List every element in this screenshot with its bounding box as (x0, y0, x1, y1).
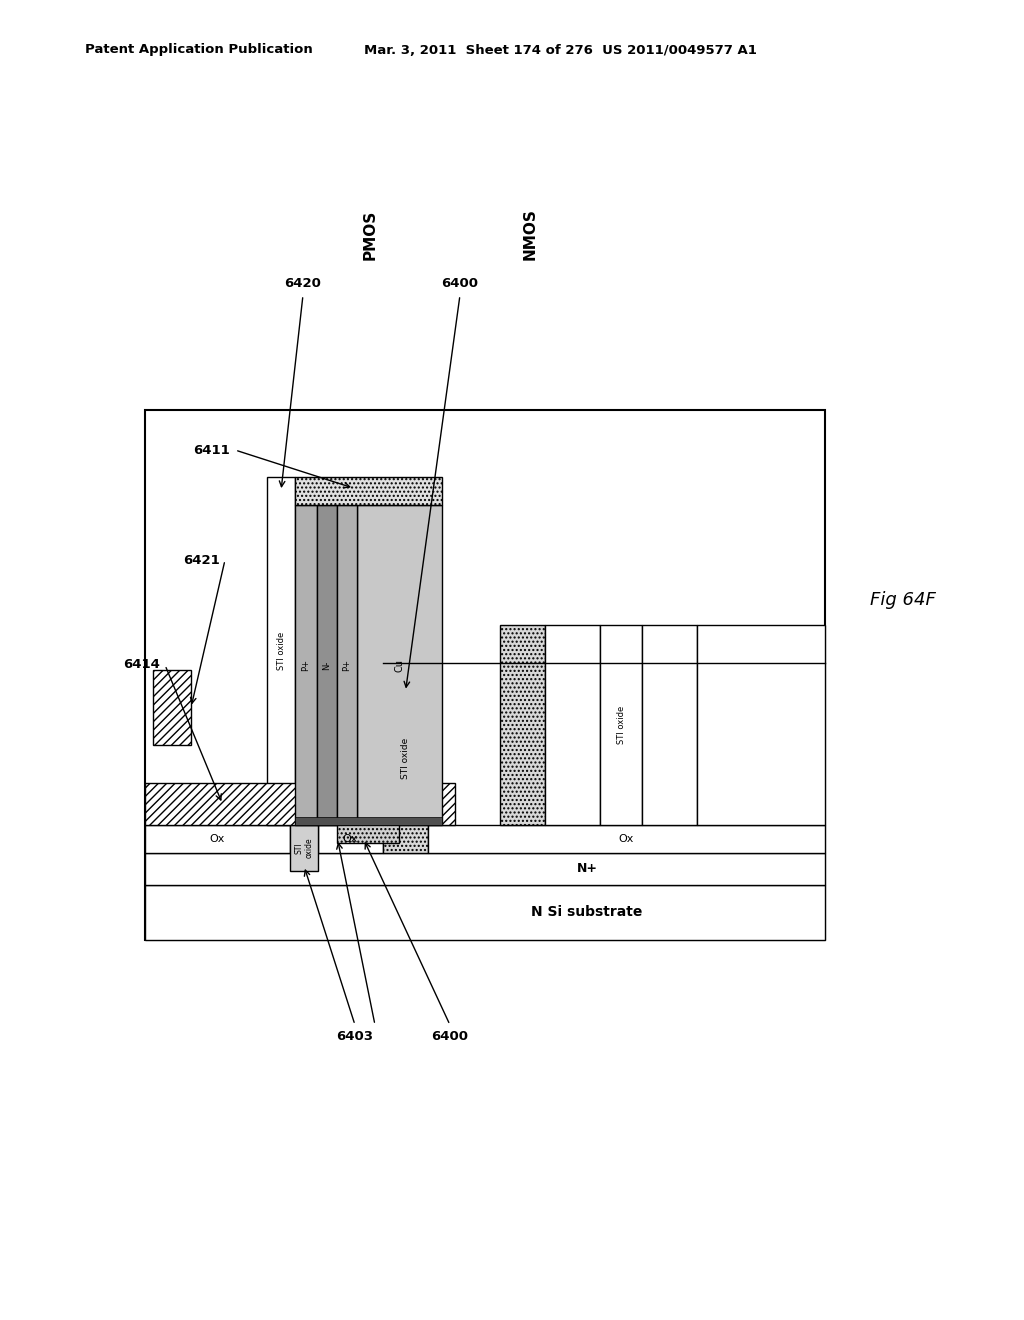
Text: 6421: 6421 (183, 553, 220, 566)
Bar (145, 884, 825, 940)
Text: 6400: 6400 (441, 277, 478, 290)
Bar (145, 825, 290, 853)
Text: 6411: 6411 (194, 444, 230, 457)
Text: STI
oxide: STI oxide (294, 838, 313, 858)
Text: N Si substrate: N Si substrate (531, 906, 643, 920)
Bar (145, 783, 455, 825)
Bar (295, 477, 442, 506)
Bar (317, 506, 337, 825)
Text: STI oxide: STI oxide (616, 706, 626, 744)
Bar (428, 825, 825, 853)
Text: STI oxide: STI oxide (401, 738, 410, 779)
Bar (600, 624, 642, 825)
Bar (290, 825, 318, 871)
Text: STI oxide: STI oxide (276, 632, 286, 671)
Bar (267, 477, 295, 825)
Text: Fig 64F: Fig 64F (870, 591, 936, 609)
Bar (500, 624, 545, 825)
Bar (697, 624, 825, 825)
Text: NMOS: NMOS (522, 209, 538, 260)
Text: 6420: 6420 (285, 277, 322, 290)
Text: Ox: Ox (618, 834, 634, 843)
Text: PMOS: PMOS (362, 210, 378, 260)
Bar (145, 853, 825, 884)
Bar (337, 825, 399, 843)
Text: Mar. 3, 2011  Sheet 174 of 276  US 2011/0049577 A1: Mar. 3, 2011 Sheet 174 of 276 US 2011/00… (364, 44, 757, 57)
Bar (145, 411, 825, 940)
Text: P+: P+ (342, 659, 351, 671)
Bar (545, 624, 600, 825)
Bar (318, 825, 383, 853)
Bar (295, 817, 442, 825)
Bar (153, 671, 191, 744)
Text: N+: N+ (577, 862, 597, 875)
Bar (357, 506, 442, 825)
Text: N-: N- (323, 660, 332, 669)
Text: Cu: Cu (394, 659, 404, 672)
Bar (337, 506, 357, 825)
Text: 6400: 6400 (431, 1030, 469, 1043)
Text: P+: P+ (301, 659, 310, 671)
Bar (295, 506, 317, 825)
Text: Ox: Ox (210, 834, 225, 843)
Text: Patent Application Publication: Patent Application Publication (85, 44, 312, 57)
Bar (383, 663, 428, 853)
Text: 6414: 6414 (123, 659, 160, 672)
Bar (642, 624, 697, 825)
Text: Ox: Ox (343, 834, 358, 843)
Text: 6403: 6403 (337, 1030, 374, 1043)
